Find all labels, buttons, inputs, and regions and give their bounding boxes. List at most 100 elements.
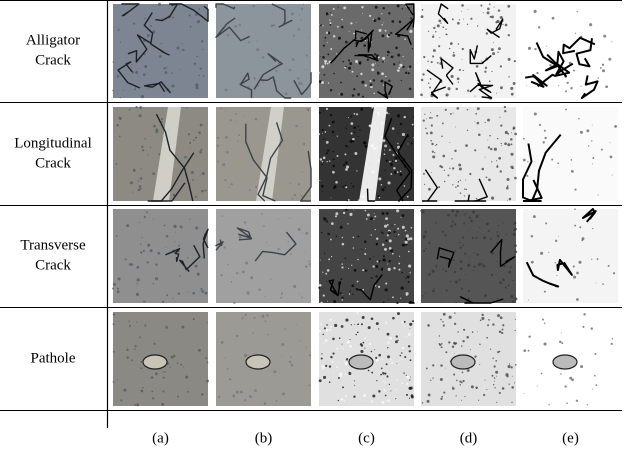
texture <box>367 326 371 330</box>
texture <box>410 17 413 20</box>
texture <box>230 183 233 186</box>
texture <box>122 89 125 91</box>
texture <box>142 300 144 302</box>
texture <box>189 218 191 220</box>
texture <box>335 212 339 216</box>
texture <box>355 60 358 63</box>
texture <box>165 326 168 329</box>
texture <box>544 136 547 140</box>
texture <box>564 90 568 93</box>
texture <box>348 30 350 32</box>
texture <box>298 81 302 86</box>
texture <box>331 222 334 225</box>
texture <box>356 331 359 334</box>
texture <box>504 130 508 134</box>
texture <box>448 315 452 319</box>
texture <box>462 379 465 383</box>
texture <box>495 359 498 362</box>
texture <box>235 271 239 275</box>
texture <box>391 20 395 23</box>
texture <box>401 352 403 354</box>
texture <box>282 392 285 396</box>
texture <box>355 21 357 23</box>
texture <box>387 355 390 359</box>
texture <box>163 224 166 227</box>
texture <box>112 61 114 63</box>
texture <box>139 187 142 190</box>
texture <box>333 185 337 189</box>
texture <box>586 404 588 406</box>
texture <box>469 349 471 351</box>
crack <box>236 227 253 241</box>
texture <box>591 258 593 260</box>
texture <box>369 217 373 221</box>
texture <box>412 320 415 323</box>
texture <box>496 297 498 300</box>
texture <box>128 108 131 111</box>
texture <box>349 344 352 348</box>
texture <box>273 24 276 27</box>
texture <box>368 124 371 127</box>
texture <box>382 7 386 10</box>
texture <box>443 169 445 172</box>
texture <box>192 318 195 321</box>
texture <box>514 250 518 254</box>
texture <box>454 249 457 252</box>
texture <box>484 156 486 158</box>
texture <box>528 335 531 338</box>
texture <box>362 341 365 344</box>
texture <box>507 143 511 147</box>
texture <box>345 358 349 361</box>
texture <box>407 345 411 348</box>
texture <box>188 14 191 17</box>
texture <box>327 232 330 236</box>
texture <box>381 12 383 15</box>
lane-marking <box>153 107 181 201</box>
texture <box>325 329 329 332</box>
image <box>421 107 516 201</box>
image-cell <box>421 312 517 406</box>
texture <box>427 30 430 32</box>
texture <box>565 108 567 111</box>
texture <box>512 279 514 282</box>
texture <box>489 134 491 137</box>
texture <box>387 136 389 138</box>
texture <box>343 164 346 167</box>
texture <box>375 356 378 360</box>
texture <box>347 59 351 62</box>
texture <box>503 264 506 268</box>
row-label: Crack <box>35 52 71 68</box>
texture <box>321 353 323 355</box>
texture <box>342 60 345 63</box>
texture <box>407 72 410 75</box>
crack <box>535 42 568 78</box>
texture <box>527 46 532 50</box>
texture <box>157 2 161 6</box>
texture <box>348 267 350 270</box>
texture <box>334 215 338 218</box>
texture <box>404 229 407 232</box>
texture <box>534 47 537 51</box>
texture <box>384 321 387 324</box>
texture <box>360 72 363 76</box>
texture <box>332 35 336 38</box>
texture <box>360 323 363 326</box>
labels: AlligatorCrackLongitudinalCrackTransvers… <box>14 32 579 446</box>
crack <box>525 261 560 288</box>
texture <box>273 370 277 374</box>
texture <box>275 399 278 402</box>
texture <box>340 278 343 281</box>
texture <box>216 160 219 163</box>
image-cell <box>318 106 415 202</box>
texture <box>235 334 239 338</box>
texture <box>198 8 201 10</box>
texture <box>480 4 483 7</box>
texture <box>405 277 407 279</box>
texture <box>489 147 493 151</box>
texture <box>235 390 239 394</box>
texture <box>578 260 582 264</box>
texture <box>397 145 401 149</box>
texture <box>459 179 461 181</box>
texture <box>440 364 443 367</box>
texture <box>342 185 344 188</box>
